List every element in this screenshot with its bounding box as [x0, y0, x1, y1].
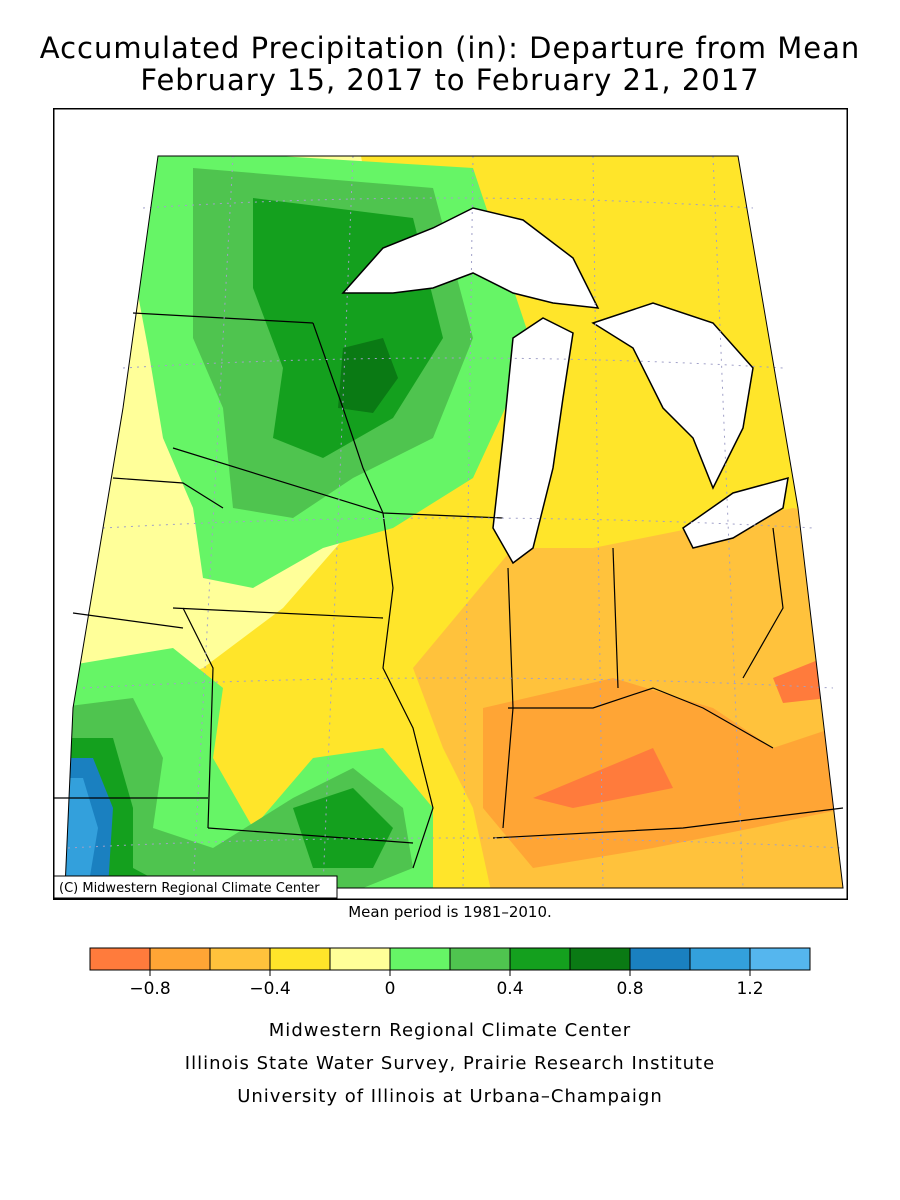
legend-swatches	[89, 947, 811, 971]
border-ohio-east	[742, 527, 784, 679]
copyright-box	[53, 875, 338, 899]
legend-swatch-3	[269, 947, 331, 971]
lake-michigan	[492, 317, 574, 565]
legend-swatch-10	[689, 947, 751, 971]
legend-swatch-8	[569, 947, 631, 971]
graticule-lon-4	[592, 155, 604, 889]
credit-line-3: University of Illinois at Urbana–Champai…	[237, 1086, 663, 1107]
copyright-text: (C) Midwestern Regional Climate Center	[59, 881, 320, 896]
legend-label-4: 0.8	[616, 979, 643, 999]
legend-labels: −0.8 −0.4 0 0.4 0.8 1.2	[129, 970, 764, 999]
border-kentucky-south	[492, 807, 844, 839]
lake-erie	[682, 476, 789, 549]
legend-swatch-9	[629, 947, 691, 971]
map-date-range: February 15, 2017 to February 21, 2017	[140, 63, 760, 97]
credit-line-1: Midwestern Regional Climate Center	[268, 1020, 632, 1041]
field-blue-southwest	[65, 778, 98, 888]
graticule-lon-5	[712, 155, 744, 889]
graticule	[67, 155, 844, 889]
graticule-lat-5	[67, 837, 844, 849]
border-mississippi-river	[382, 512, 434, 869]
border-iowa-south	[172, 607, 384, 619]
legend-swatch-5	[389, 947, 451, 971]
graticule-lon-1	[192, 155, 234, 889]
border-missouri-south	[207, 827, 414, 844]
lake-huron	[591, 302, 754, 490]
lake-superior	[341, 207, 600, 309]
mean-period-note: Mean period is 1981–2010.	[348, 903, 552, 921]
field-red-orange-oh	[773, 658, 828, 703]
graticule-lat-4	[82, 677, 834, 689]
graticule-lon-2	[322, 155, 354, 889]
legend-label-5: 1.2	[736, 979, 763, 999]
legend-swatch-4	[329, 947, 391, 971]
legend-swatch-11	[749, 947, 811, 971]
border-ohio-river	[508, 687, 774, 749]
border-kansas-north	[72, 612, 184, 629]
great-lakes	[341, 207, 789, 565]
legend-swatch-0	[89, 947, 151, 971]
graticule-lat-2	[122, 357, 784, 369]
legend-label-3: 0.4	[496, 979, 523, 999]
field-dark-green-ks	[293, 788, 393, 868]
border-north-dakota-south	[132, 312, 314, 324]
legend-swatch-2	[209, 947, 271, 971]
border-indiana-east	[612, 547, 619, 689]
legend-label-1: −0.4	[249, 979, 290, 999]
graticule-lon-3	[462, 155, 474, 889]
legend-swatch-6	[449, 947, 511, 971]
legend-swatch-7	[509, 947, 571, 971]
graticule-lat-3	[102, 517, 814, 529]
state-borders	[53, 312, 844, 869]
legend-swatch-1	[149, 947, 211, 971]
border-minnesota-east	[312, 322, 384, 514]
precipitation-map: (C) Midwestern Regional Climate Center	[53, 108, 848, 900]
border-missouri-west	[182, 607, 214, 829]
credit-line-2: Illinois State Water Survey, Prairie Res…	[184, 1053, 716, 1074]
map-title: Accumulated Precipitation (in): Departur…	[39, 31, 861, 65]
map-frame	[53, 108, 848, 900]
legend-label-2: 0	[385, 979, 396, 999]
field-darkest-green-wi	[338, 338, 398, 413]
border-south-dakota-south	[112, 477, 224, 509]
legend-label-0: −0.8	[129, 979, 170, 999]
field-red-orange-ky	[533, 748, 673, 808]
graticule-lat-1	[142, 197, 754, 209]
domain-outline	[64, 155, 844, 889]
color-legend: −0.8 −0.4 0 0.4 0.8 1.2	[89, 947, 811, 999]
